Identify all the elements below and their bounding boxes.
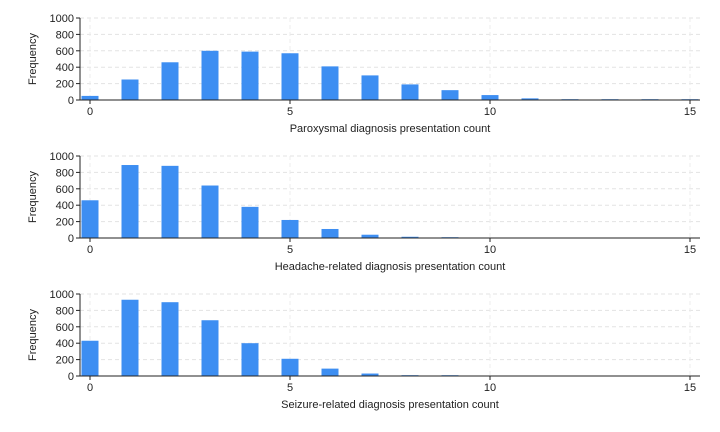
y-tick-label: 400 (56, 62, 74, 74)
histogram-panel-1: 0 200 400 600 800 1000 0 5 10 15 Paroxysmal diagno… (27, 13, 700, 135)
x-tick-label: 0 (87, 106, 93, 118)
x-tick-label: 10 (484, 106, 496, 118)
histogram-bar (201, 185, 219, 238)
y-tick-label: 800 (56, 305, 74, 317)
y-tick-label: 1000 (50, 151, 74, 163)
x-tick-label: 0 (87, 382, 93, 394)
y-axis-title: Frequency (27, 33, 39, 85)
histogram-bar (281, 53, 299, 100)
histogram-bar (121, 79, 139, 100)
histogram-bar (321, 66, 339, 100)
histogram-bar (81, 95, 99, 100)
histogram-panel-2: 0 200 400 600 800 1000 0 5 10 15 Headache-related … (27, 151, 700, 273)
y-tick-label: 0 (68, 95, 74, 107)
x-tick-label: 10 (484, 382, 496, 394)
histogram-bar (361, 75, 379, 100)
histogram-bar (201, 50, 219, 100)
histogram-bar (281, 219, 299, 238)
x-tick-label: 0 (87, 244, 93, 256)
y-axis-title: Frequency (27, 171, 39, 223)
y-tick-label: 200 (56, 79, 74, 91)
histogram-bar (321, 368, 339, 376)
y-tick-label: 1000 (50, 13, 74, 25)
histogram-bar (281, 358, 299, 376)
x-tick-label: 10 (484, 244, 496, 256)
y-tick-label: 200 (56, 355, 74, 367)
histogram-bar (481, 95, 499, 100)
histogram-bar (361, 373, 379, 376)
y-tick-label: 0 (68, 371, 74, 383)
histogram-bar (401, 84, 419, 100)
histogram-bar (121, 165, 139, 238)
histogram-bar (201, 320, 219, 376)
y-tick-label: 600 (56, 46, 74, 58)
histogram-bar (521, 98, 539, 100)
x-tick-label: 5 (287, 244, 293, 256)
histogram-panel-3: 0 200 400 600 800 1000 0 5 10 15 Seizure-related d… (27, 289, 700, 411)
y-axis-title: Frequency (27, 309, 39, 361)
y-tick-label: 0 (68, 233, 74, 245)
x-tick-label: 15 (684, 106, 696, 118)
histogram-bar (401, 236, 419, 238)
x-tick-label: 5 (287, 382, 293, 394)
histogram-bar (241, 343, 259, 376)
histogram-bar (81, 340, 99, 376)
histogram-bar (121, 299, 139, 376)
histogram-bar (161, 62, 179, 100)
y-tick-label: 600 (56, 184, 74, 196)
y-tick-label: 1000 (50, 289, 74, 301)
x-tick-label: 15 (684, 382, 696, 394)
histogram-bar (161, 165, 179, 238)
histogram-bar (241, 206, 259, 238)
y-tick-label: 800 (56, 29, 74, 41)
x-axis-title: Paroxysmal diagnosis presentation count (290, 123, 491, 135)
x-axis-title: Headache-related diagnosis presentation … (275, 261, 506, 273)
x-tick-label: 5 (287, 106, 293, 118)
histogram-bar (441, 90, 459, 100)
histogram-bar (241, 51, 259, 100)
histogram-bar (321, 228, 339, 238)
x-axis-title: Seizure-related diagnosis presentation c… (281, 399, 499, 411)
histogram-bar (361, 234, 379, 238)
histogram-bar (81, 200, 99, 238)
x-tick-label: 15 (684, 244, 696, 256)
histogram-bar (161, 302, 179, 376)
y-tick-label: 400 (56, 338, 74, 350)
y-tick-label: 200 (56, 217, 74, 229)
y-tick-label: 400 (56, 200, 74, 212)
y-tick-label: 600 (56, 322, 74, 334)
y-tick-label: 800 (56, 167, 74, 179)
